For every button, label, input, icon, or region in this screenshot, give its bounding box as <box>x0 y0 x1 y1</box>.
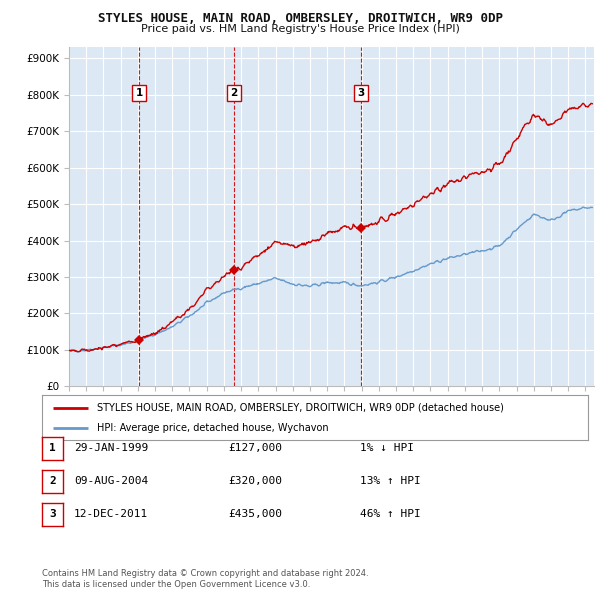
Text: 13% ↑ HPI: 13% ↑ HPI <box>360 477 421 486</box>
Text: 3: 3 <box>357 88 364 98</box>
Text: £320,000: £320,000 <box>228 477 282 486</box>
Text: 1: 1 <box>136 88 143 98</box>
Text: 12-DEC-2011: 12-DEC-2011 <box>74 510 148 519</box>
Text: 1: 1 <box>49 444 56 453</box>
Text: 2: 2 <box>49 477 56 486</box>
Text: STYLES HOUSE, MAIN ROAD, OMBERSLEY, DROITWICH, WR9 0DP: STYLES HOUSE, MAIN ROAD, OMBERSLEY, DROI… <box>97 12 503 25</box>
Text: 46% ↑ HPI: 46% ↑ HPI <box>360 510 421 519</box>
Text: Contains HM Land Registry data © Crown copyright and database right 2024.: Contains HM Land Registry data © Crown c… <box>42 569 368 578</box>
Text: Price paid vs. HM Land Registry's House Price Index (HPI): Price paid vs. HM Land Registry's House … <box>140 24 460 34</box>
Text: 29-JAN-1999: 29-JAN-1999 <box>74 444 148 453</box>
Text: 3: 3 <box>49 510 56 519</box>
Text: £127,000: £127,000 <box>228 444 282 453</box>
Text: This data is licensed under the Open Government Licence v3.0.: This data is licensed under the Open Gov… <box>42 579 310 589</box>
Text: STYLES HOUSE, MAIN ROAD, OMBERSLEY, DROITWICH, WR9 0DP (detached house): STYLES HOUSE, MAIN ROAD, OMBERSLEY, DROI… <box>97 403 503 412</box>
Text: 2: 2 <box>230 88 238 98</box>
Text: 09-AUG-2004: 09-AUG-2004 <box>74 477 148 486</box>
Text: HPI: Average price, detached house, Wychavon: HPI: Average price, detached house, Wych… <box>97 424 328 434</box>
Text: 1% ↓ HPI: 1% ↓ HPI <box>360 444 414 453</box>
Text: £435,000: £435,000 <box>228 510 282 519</box>
